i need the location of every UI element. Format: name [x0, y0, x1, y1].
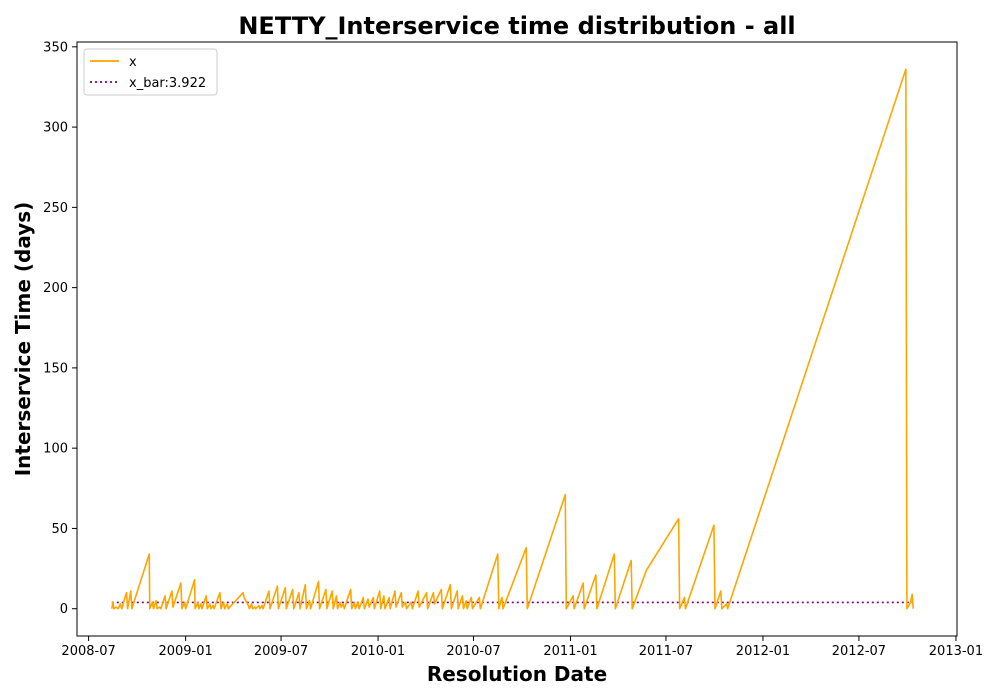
series-line-x [111, 68, 915, 610]
x-tick-label: 2009-07 [254, 644, 308, 659]
x-tick-label: 2012-07 [832, 644, 886, 659]
y-tick-label: 50 [51, 522, 68, 537]
x-tick-label: 2011-01 [543, 644, 597, 659]
x-axis-label: Resolution Date [427, 662, 607, 686]
y-tick-label: 350 [43, 40, 68, 55]
legend: x x_bar:3.922 [83, 48, 218, 96]
ticks-layer: 2008-07 2009-01 2009-07 2010-01 2010-07 2011-… [43, 40, 983, 659]
x-tick-label: 2010-01 [351, 644, 405, 659]
x-tick-label: 2010-07 [446, 644, 500, 659]
series-layer [111, 68, 915, 610]
plot-frame [76, 41, 958, 637]
legend-label-x-bar: x_bar:3.922 [129, 76, 206, 91]
x-tick-label: 2012-01 [736, 644, 790, 659]
chart-title: NETTY_Interservice time distribution - a… [238, 12, 795, 40]
x-tick-label: 2009-01 [158, 644, 212, 659]
y-tick-label: 0 [60, 602, 68, 617]
y-tick-label: 300 [43, 121, 68, 136]
x-tick-label: 2008-07 [61, 644, 115, 659]
legend-label-x: x [129, 55, 137, 70]
y-tick-label: 150 [43, 361, 68, 376]
y-axis-label: Interservice Time (days) [11, 202, 35, 477]
y-tick-label: 100 [43, 442, 68, 457]
y-tick-label: 200 [43, 281, 68, 296]
x-tick-label: 2011-07 [639, 644, 693, 659]
x-tick-label: 2013-01 [929, 644, 983, 659]
y-tick-label: 250 [43, 201, 68, 216]
